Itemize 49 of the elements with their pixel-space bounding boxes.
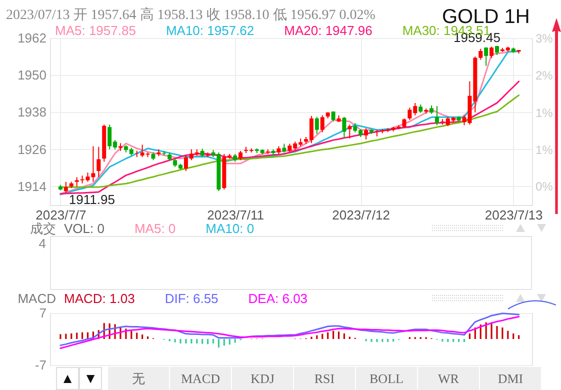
- series-label: MACD: 1.03: [64, 291, 135, 306]
- text: MACD: [170, 367, 232, 390]
- text: DEA: 6.03: [248, 291, 308, 306]
- candlestick: [478, 48, 483, 60]
- y-tick-label: 1938: [18, 104, 46, 120]
- candlestick: [434, 106, 439, 126]
- y-tick-label: 1950: [18, 68, 46, 83]
- y-tick-label: 1914: [18, 178, 46, 194]
- candlestick: [238, 150, 243, 161]
- text: ▲: [56, 367, 79, 390]
- text: BOLL: [356, 367, 418, 390]
- legend-label: VOL: 0: [64, 221, 104, 236]
- candlestick: [64, 181, 68, 194]
- candlestick: [402, 118, 406, 128]
- text: KDJ: [232, 367, 294, 390]
- series-label: DIF: 6.55: [164, 291, 218, 306]
- x-tick-label: 2023/7/11: [207, 208, 264, 222]
- candlestick: [342, 116, 346, 140]
- text: RSI: [294, 367, 356, 390]
- y-tick-label: 1926: [18, 142, 46, 157]
- candlestick: [348, 124, 352, 140]
- legend-label: MA5: 0: [134, 221, 176, 236]
- text: 4: [38, 236, 46, 251]
- y-tick-label: -7: [34, 358, 46, 372]
- candlestick: [320, 114, 324, 133]
- candlestick: [364, 128, 368, 140]
- x-tick-label: 2023/7/13: [484, 208, 543, 222]
- text: 成交: [29, 221, 56, 236]
- line-series: [60, 80, 520, 195]
- text: MA10: 1957.62: [166, 23, 254, 38]
- text: MA5: 1957.85: [55, 23, 136, 38]
- x-tick-label: 2023/7/7: [36, 208, 86, 222]
- candlestick: [490, 46, 494, 59]
- candlestick: [74, 176, 79, 187]
- legend-label: MA10: 0: [206, 221, 254, 236]
- annotation: 1911.95: [68, 192, 115, 207]
- x-tick-label: 2023/7/12: [332, 208, 390, 222]
- y-tick-label: 7: [39, 306, 46, 320]
- candlestick: [96, 146, 101, 178]
- chart-subtitle: 2023/07/13 开 1957.64 高 1958.13 收 1958.10 低 1956.97 0.02%: [6, 6, 376, 24]
- text: MA20: 1947.96: [284, 23, 372, 38]
- text: WR: [418, 367, 480, 390]
- chart-title: MACD: [16, 291, 56, 306]
- text: ▼: [79, 367, 102, 390]
- y-tick-label: 1962: [18, 30, 46, 46]
- text: 无: [108, 367, 170, 390]
- candlestick: [314, 116, 319, 134]
- candlestick: [484, 46, 488, 66]
- text: DMI: [480, 367, 542, 390]
